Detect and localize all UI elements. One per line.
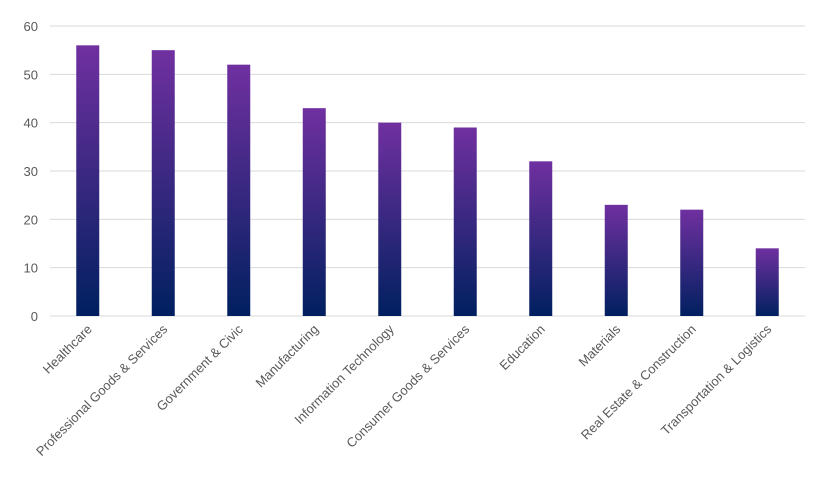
- x-tick-label: Education: [496, 322, 547, 373]
- y-tick-label: 0: [31, 309, 38, 324]
- y-tick-label: 40: [24, 116, 38, 131]
- x-tick-label: Professional Goods & Services: [33, 321, 171, 459]
- bar-2: [227, 64, 251, 317]
- x-tick-label: Materials: [575, 321, 623, 369]
- bar-7: [604, 204, 628, 316]
- y-tick-label: 60: [24, 19, 38, 34]
- bar-1: [151, 50, 175, 317]
- y-tick-label: 30: [24, 164, 38, 179]
- bar-4: [378, 122, 402, 317]
- x-tick-label: Consumer Goods & Services: [343, 321, 472, 450]
- bar-0: [76, 45, 100, 316]
- bars: [76, 45, 779, 317]
- bar-3: [302, 108, 326, 317]
- bar-9: [755, 248, 779, 316]
- x-tick-label: Manufacturing: [253, 322, 322, 391]
- y-tick-label: 50: [24, 67, 38, 82]
- y-axis: 0 10 20 30 40 50 60: [24, 19, 38, 324]
- x-tick-label: Healthcare: [40, 322, 95, 377]
- y-tick-label: 10: [24, 261, 38, 276]
- bar-5: [453, 127, 477, 316]
- bar-6: [529, 161, 553, 316]
- x-tick-label: Government & Civic: [154, 321, 247, 414]
- gridlines: [50, 25, 805, 317]
- y-tick-label: 20: [24, 212, 38, 227]
- bar-8: [680, 209, 704, 316]
